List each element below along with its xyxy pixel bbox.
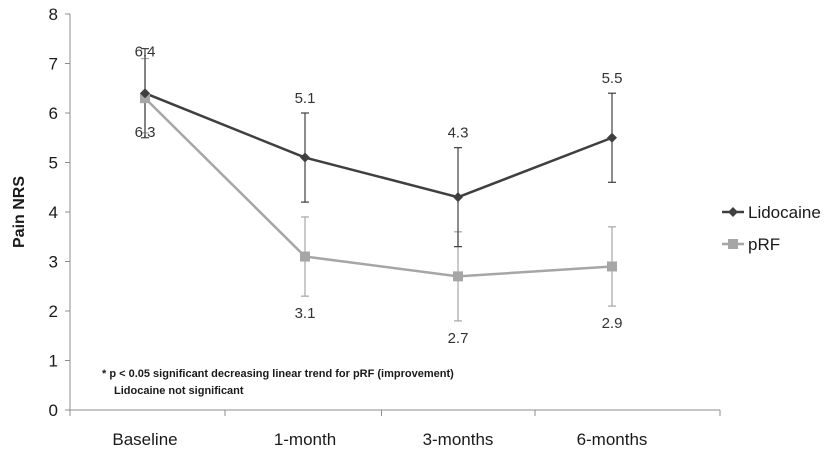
lidocaine-point (300, 152, 310, 163)
annotations: * p < 0.05 significant decreasing linear… (102, 368, 454, 397)
y-tick-label: 7 (49, 55, 58, 74)
lidocaine-data-label: 5.1 (295, 90, 316, 107)
prf-legend-label: pRF (748, 235, 780, 254)
y-tick-label: 2 (49, 302, 58, 321)
prf-data-label: 2.7 (448, 330, 469, 347)
y-tick-label: 5 (49, 154, 58, 173)
prf-data-label: 3.1 (295, 305, 316, 322)
y-tick-label: 8 (49, 5, 58, 24)
annotation-line: Lidocaine not significant (114, 385, 244, 397)
axes: 0 1 2 3 4 5 6 7 8 Baseline 1-month 3-months 6-months… (11, 5, 721, 449)
lidocaine-point (607, 132, 617, 143)
prf-point (300, 251, 310, 262)
prf-data-label: 6.3 (135, 124, 156, 141)
lidocaine-series-line (144, 92, 613, 199)
prf-series-line (144, 97, 613, 278)
y-axis-label: Pain NRS (11, 176, 28, 248)
lidocaine-point (140, 88, 150, 99)
annotation-line: * p < 0.05 significant decreasing linear… (102, 368, 454, 380)
prf-point (453, 271, 463, 282)
series-markers (140, 88, 617, 282)
x-tick-label: 3-months (423, 430, 494, 449)
y-tick-label: 1 (49, 352, 58, 371)
lidocaine-data-label: 6.4 (135, 44, 156, 61)
prf-legend-marker (728, 239, 738, 249)
prf-data-label: 2.9 (602, 315, 623, 332)
x-tick-label: 1-month (274, 430, 336, 449)
series-lines (144, 92, 613, 278)
lidocaine-data-label: 5.5 (602, 70, 623, 87)
data-labels: 6.4 5.1 4.3 5.5 6.3 3.1 2.7 2.9 (135, 44, 623, 347)
error-bars (141, 48, 616, 322)
y-tick-label: 0 (49, 401, 58, 420)
prf-point (607, 261, 617, 272)
lidocaine-data-label: 4.3 (448, 125, 469, 142)
lidocaine-legend-label: Lidocaine (748, 203, 821, 222)
x-tick-label: 6-months (577, 430, 648, 449)
y-tick-label: 6 (49, 104, 58, 123)
lidocaine-point (453, 192, 463, 203)
x-tick-label: Baseline (112, 430, 177, 449)
legend: Lidocaine pRF (722, 203, 821, 254)
y-tick-label: 4 (49, 203, 58, 222)
y-tick-label: 3 (49, 253, 58, 272)
lidocaine-legend-marker (728, 207, 738, 217)
